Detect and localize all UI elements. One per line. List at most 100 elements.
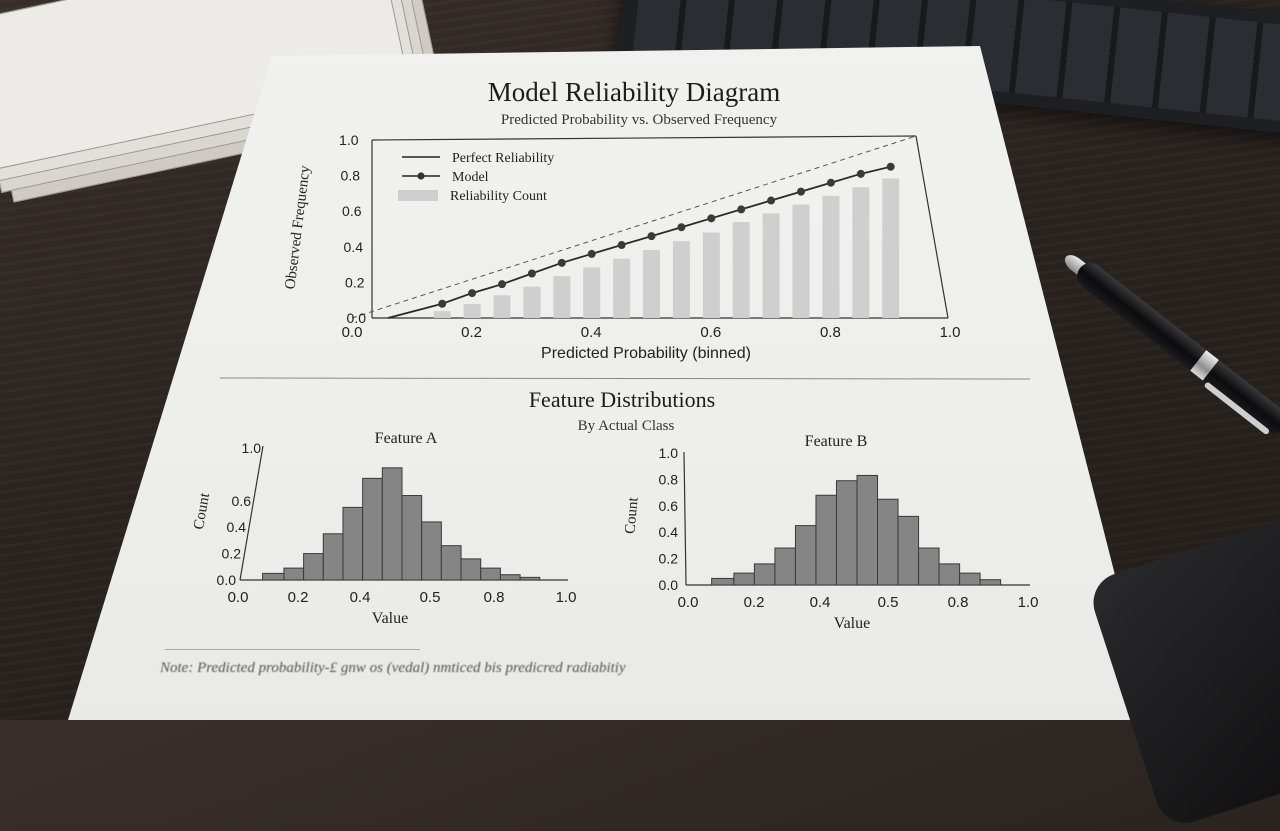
footnote: Note: Predicted probability-£ gnw os (ve… [160, 660, 626, 676]
reliability-count-bar [762, 213, 780, 318]
feature-b-bar [794, 525, 817, 586]
reliability-count-bar [463, 304, 481, 318]
feature-b-y-tick-label: 0.0 [659, 577, 679, 593]
feature-b-x-tick-labels: 0.0 0.2 0.4 0.5 0.8 1.0 [678, 594, 1039, 611]
feature-b-histogram: Feature B 0.00.20.40.60.81.0 0.0 0.2 0.4 0.… [622, 433, 1038, 632]
legend-entry-perfect: Perfect Reliability [402, 151, 554, 166]
feature-b-x-tick-label: 0.5 [878, 594, 899, 611]
reliability-count-bar [553, 276, 571, 318]
reliability-count-bar [702, 232, 720, 318]
feature-b-x-label: Value [834, 615, 870, 632]
feature-a-bar [401, 495, 423, 581]
model-point [737, 205, 746, 214]
rel-y-label: Observed Frequency [283, 164, 314, 290]
rel-x-tick-label: 0.8 [820, 324, 841, 341]
model-point [557, 258, 566, 267]
feature-a-bar [480, 567, 501, 581]
feature-a-bar [381, 467, 403, 581]
feature-b-bar [711, 577, 735, 586]
rel-y-tick-label: 1.0 [339, 132, 359, 148]
rel-x-tick-label: 0.2 [461, 324, 482, 341]
legend-entry-model: Model [402, 170, 489, 185]
feature-b-bar [856, 474, 879, 586]
reliability-count-bar [523, 286, 541, 318]
feature-b-x-tick-label: 1.0 [1018, 594, 1039, 611]
reliability-count-bar [672, 241, 690, 318]
reliability-count-bar [852, 187, 870, 318]
rel-y-tick-labels: 0.0 0.2 0.4 0.6 0.8 1.0 [339, 132, 366, 326]
model-point [677, 223, 686, 232]
feature-b-bar [918, 547, 940, 586]
feature-b-x-tick-label: 0.8 [948, 594, 969, 611]
feature-a-bar [440, 545, 462, 581]
rel-x-tick-label: 0.0 [342, 324, 363, 341]
feature-b-y-tick-label: 1.0 [659, 445, 679, 461]
feature-a-bar [303, 553, 324, 581]
legend-entry-count: Reliability Count [398, 189, 547, 204]
model-point [498, 280, 506, 289]
feature-a-bars [262, 467, 541, 581]
feature-b-bar [835, 480, 858, 586]
reliability-count-bar [433, 311, 451, 318]
rel-top-border [371, 135, 917, 141]
feature-b-y-tick-labels: 0.0 0.2 0.4 0.6 0.8 1.0 [659, 445, 679, 593]
feature-a-x-tick-label: 0.4 [350, 589, 371, 606]
feature-a-y-tick-label: 0.4 [227, 519, 247, 535]
rel-y-tick-label: 0.2 [345, 274, 365, 290]
legend: Perfect Reliability Model Reliability Co… [398, 151, 554, 204]
feature-b-x-tick-label: 0.2 [744, 594, 765, 611]
reliability-count-bar [493, 295, 511, 318]
model-point [438, 299, 447, 308]
rel-x-tick-label: 1.0 [940, 324, 961, 341]
feature-a-bar [460, 558, 482, 581]
feature-b-bar [774, 547, 796, 586]
legend-label-perfect: Perfect Reliability [452, 151, 554, 166]
model-point [468, 289, 477, 298]
feature-a-bar [283, 567, 305, 581]
feature-a-x-tick-labels: 0.0 0.2 0.4 0.5 0.8 1.0 [228, 589, 577, 606]
feature-a-x-tick-label: 0.0 [228, 589, 249, 606]
rel-right-border [915, 135, 949, 319]
feature-a-title: Feature A [375, 430, 438, 447]
feature-b-bar [733, 572, 755, 586]
feature-a-y-tick-label: 0.0 [217, 572, 237, 588]
feature-b-bar [959, 572, 981, 586]
reliability-chart: 0.0 0.2 0.4 0.6 0.8 1.0 0.0 0.2 0.4 0.6 0.8 1.0 Pr… [283, 132, 961, 362]
feature-a-bar [499, 574, 521, 581]
feature-b-bars [711, 474, 1002, 586]
note-rule [165, 649, 420, 650]
feature-b-y-tick-label: 0.4 [659, 524, 679, 540]
rel-y-tick-label: 0.6 [342, 203, 362, 219]
model-point [826, 178, 835, 187]
reliability-count-bar [613, 258, 631, 318]
rel-x-tick-label: 0.4 [581, 324, 602, 341]
feature-b-bar [938, 563, 961, 586]
feature-a-x-tick-label: 0.8 [484, 589, 505, 606]
feature-b-title: Feature B [805, 433, 868, 450]
feature-b-bar [877, 498, 899, 586]
feature-a-bar [342, 506, 364, 581]
model-point [647, 232, 656, 241]
feature-a-y-axis [239, 445, 264, 581]
model-point [797, 187, 805, 196]
page-subtitle: Predicted Probability vs. Observed Frequ… [501, 112, 778, 128]
feature-b-bar [979, 579, 1002, 586]
reliability-count-bar [732, 222, 750, 318]
rel-x-label: Predicted Probability (binned) [541, 345, 751, 362]
section-divider [219, 377, 1031, 380]
reliability-count-bars [433, 178, 900, 318]
section-title: Feature Distributions [529, 387, 715, 412]
feature-b-y-axis [683, 451, 687, 586]
reliability-count-bar [822, 195, 840, 318]
feature-b-y-tick-label: 0.2 [659, 551, 679, 567]
model-point [707, 214, 716, 223]
rel-y-tick-label: 0.0 [347, 310, 367, 326]
feature-a-bar [322, 533, 344, 581]
reliability-count-bar [583, 267, 601, 318]
rel-x-tick-labels: 0.0 0.2 0.4 0.6 0.8 1.0 [342, 324, 961, 341]
reliability-count-bar [792, 204, 810, 318]
rel-y-tick-label: 0.4 [344, 239, 364, 255]
rel-x-tick-label: 0.6 [700, 324, 721, 341]
feature-b-bar [753, 563, 776, 586]
feature-a-y-tick-label: 1.0 [242, 440, 262, 456]
